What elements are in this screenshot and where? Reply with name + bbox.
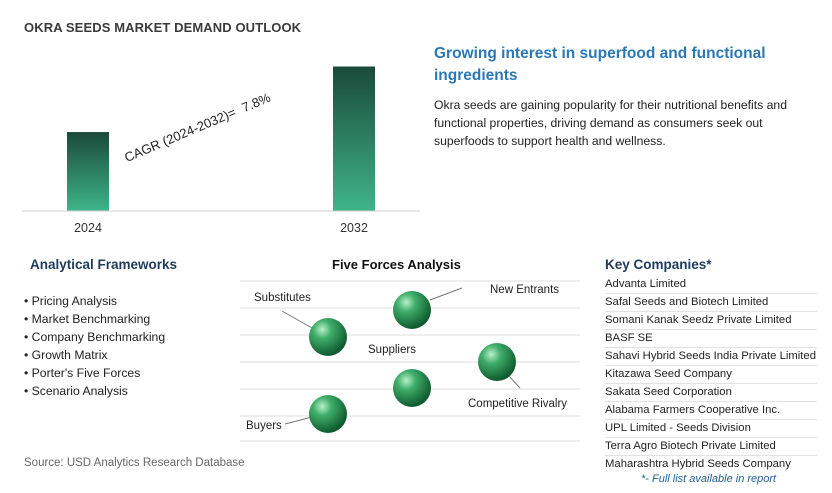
list-item: Porter's Five Forces bbox=[24, 364, 165, 382]
list-item: Pricing Analysis bbox=[24, 292, 165, 310]
list-item: Terra Agro Biotech Private Limited bbox=[605, 438, 817, 456]
frameworks-list: Pricing Analysis Market Benchmarking Com… bbox=[24, 292, 165, 400]
list-item: Market Benchmarking bbox=[24, 310, 165, 328]
force-sphere-new-entrants bbox=[393, 291, 431, 329]
list-item: Somani Kanak Seedz Private Limited bbox=[605, 312, 817, 330]
bar-2024 bbox=[67, 132, 109, 211]
frameworks-heading: Analytical Frameworks bbox=[30, 257, 178, 272]
list-item: UPL Limited - Seeds Division bbox=[605, 420, 817, 438]
bar-2032 bbox=[333, 66, 375, 212]
list-item: Scenario Analysis bbox=[24, 382, 165, 400]
list-item: Alabama Farmers Cooperative Inc. bbox=[605, 402, 817, 420]
demand-bar-chart: 2024 2032 bbox=[22, 66, 420, 235]
force-sphere-substitutes bbox=[309, 318, 347, 356]
list-item: Growth Matrix bbox=[24, 346, 165, 364]
page-title: OKRA SEEDS MARKET DEMAND OUTLOOK bbox=[24, 20, 302, 35]
force-sphere-buyers bbox=[309, 395, 347, 433]
force-label-substitutes: Substitutes bbox=[254, 292, 311, 304]
five-forces-heading: Five Forces Analysis bbox=[332, 257, 461, 272]
x-tick-label: 2024 bbox=[74, 221, 102, 235]
force-sphere-suppliers bbox=[393, 369, 431, 407]
insight-headline: Growing interest in superfood and functi… bbox=[434, 45, 766, 84]
list-item: Advanta Limited bbox=[605, 276, 817, 294]
companies-list: Advanta Limited Safal Seeds and Biotech … bbox=[605, 276, 817, 472]
list-item: BASF SE bbox=[605, 330, 817, 348]
force-label-competitive-rivalry: Competitive Rivalry bbox=[468, 398, 568, 410]
insight-description: Okra seeds are gaining popularity for th… bbox=[434, 98, 787, 148]
companies-heading: Key Companies* bbox=[605, 257, 712, 272]
source-note: Source: USD Analytics Research Database bbox=[24, 457, 245, 469]
full-list-note: *- Full list available in report bbox=[641, 473, 777, 485]
list-item: Sahavi Hybrid Seeds India Private Limite… bbox=[605, 348, 817, 366]
list-item: Sakata Seed Corporation bbox=[605, 384, 817, 402]
list-item: Maharashtra Hybrid Seeds Company bbox=[605, 456, 817, 472]
force-sphere-competitive-rivalry bbox=[478, 343, 516, 381]
five-forces-diagram bbox=[240, 280, 580, 442]
force-label-new-entrants: New Entrants bbox=[490, 284, 560, 296]
list-item: Company Benchmarking bbox=[24, 328, 165, 346]
list-item: Safal Seeds and Biotech Limited bbox=[605, 294, 817, 312]
list-item: Kitazawa Seed Company bbox=[605, 366, 817, 384]
x-tick-label: 2032 bbox=[340, 221, 368, 235]
force-label-suppliers: Suppliers bbox=[368, 344, 416, 356]
force-label-buyers: Buyers bbox=[246, 420, 282, 432]
